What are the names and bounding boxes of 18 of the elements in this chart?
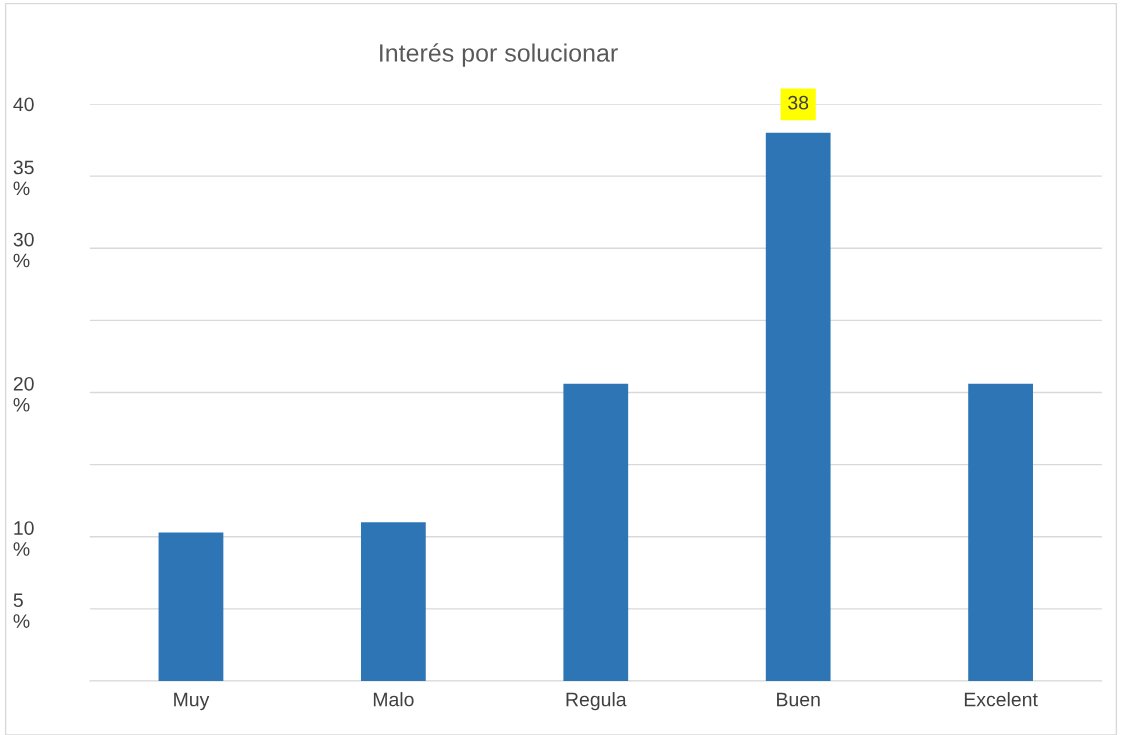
x-tick-label: Malo (373, 692, 414, 707)
y-tick-label: 20 % (13, 376, 34, 412)
bar (765, 132, 831, 681)
bar (563, 383, 629, 681)
y-tick-label: 5 % (13, 593, 30, 628)
y-tick-label: 10 % (13, 521, 34, 556)
x-tick-label: Excelent (964, 692, 1038, 707)
x-tick-label: Buen (777, 692, 820, 707)
bar (158, 532, 224, 681)
bar (968, 383, 1033, 681)
chart-title: Interés por solucionar (380, 43, 618, 67)
y-tick-label: 40 (13, 97, 34, 112)
x-tick-label: Regula (566, 692, 627, 711)
y-tick-label: 30 % (13, 232, 34, 268)
y-tick-label: 35 % (13, 160, 34, 196)
x-tick-label: Muy (174, 692, 210, 711)
bar (360, 522, 426, 681)
data-label: 38 (788, 95, 809, 110)
